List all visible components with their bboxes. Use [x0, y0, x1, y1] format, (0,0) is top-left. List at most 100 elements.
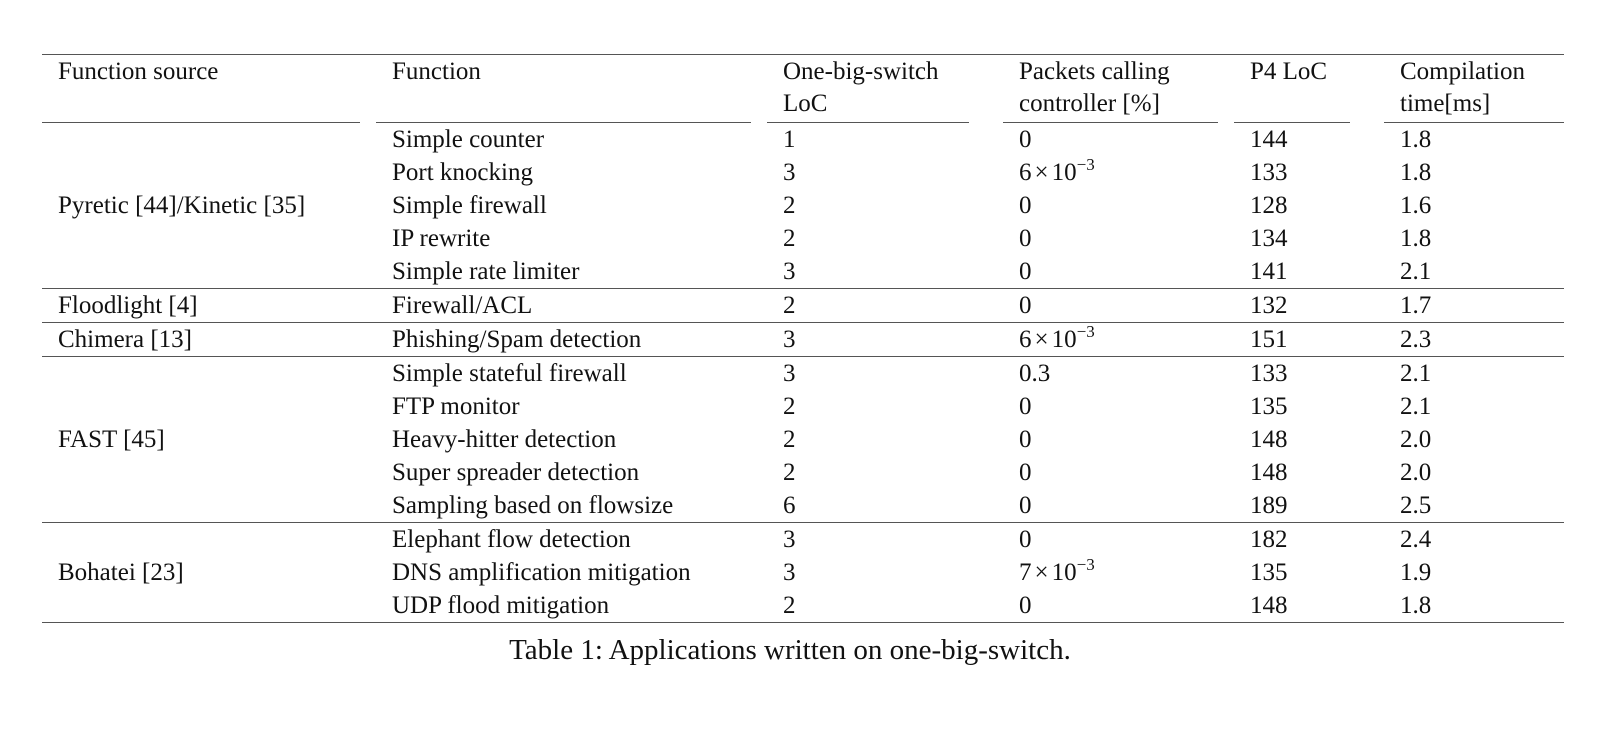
table-group: Pyretic [44]/Kinetic [35] Simple counter 1… [42, 123, 1564, 289]
p4-loc-cell: 134 [1250, 225, 1288, 252]
function-cell: IP rewrite [392, 225, 491, 252]
table-row: Port knocking 3 6 × 10−3 133 1.8 [42, 156, 1564, 189]
header-compilation-time: Compilation time[ms] [1384, 55, 1564, 123]
function-source-cell: Bohatei [23] [58, 559, 184, 586]
header-line: controller [%] [1019, 90, 1160, 117]
p4-loc-cell: 133 [1250, 360, 1288, 387]
header-function: Function [376, 55, 767, 123]
pct-base: 10 [1051, 559, 1077, 586]
function-cell: UDP flood mitigation [392, 592, 610, 619]
pct-times: × [1034, 326, 1049, 353]
pct-base: 10 [1051, 159, 1077, 186]
table-row: Simple firewall 2 0 128 1.6 [42, 189, 1564, 222]
header-packets-controller: Packets calling controller [%] [1003, 55, 1234, 123]
pct-mantissa: 6 [1019, 326, 1032, 353]
compilation-time-cell: 1.7 [1400, 292, 1432, 319]
function-cell: DNS amplification mitigation [392, 559, 691, 586]
header-row: Function source Function One-big-switch LoC… [42, 55, 1564, 123]
header-line: Function source [58, 58, 219, 85]
p4-loc-cell: 135 [1250, 393, 1288, 420]
function-cell: Simple rate limiter [392, 258, 580, 285]
header-line: Compilation [1400, 58, 1525, 85]
header-function-source: Function source [42, 55, 376, 123]
function-cell: Simple stateful firewall [392, 360, 627, 387]
pct-mantissa: 6 [1019, 159, 1032, 186]
compilation-time-cell: 2.5 [1400, 492, 1432, 519]
header-line: P4 LoC [1250, 58, 1328, 85]
table-header: Function source Function One-big-switch LoC… [42, 54, 1564, 123]
obs-loc-cell: 2 [783, 592, 796, 619]
header-obs-loc: One-big-switch LoC [767, 55, 1003, 123]
table-row: Simple rate limiter 3 0 141 2.1 [42, 255, 1564, 289]
caption-text: Applications written on one-big-switch. [608, 634, 1071, 666]
function-cell: Heavy-hitter detection [392, 426, 617, 453]
pct-exponent: −3 [1076, 155, 1095, 174]
packets-controller-cell: 0 [1019, 258, 1032, 285]
p4-loc-cell: 148 [1250, 459, 1288, 486]
compilation-time-cell: 1.9 [1400, 559, 1432, 586]
table-row: Super spreader detection 2 0 148 2.0 [42, 456, 1564, 489]
compilation-time-cell: 2.0 [1400, 426, 1432, 453]
obs-loc-cell: 2 [783, 393, 796, 420]
packets-controller-cell: 7 × 10−3 [1003, 556, 1234, 589]
table-row: FTP monitor 2 0 135 2.1 [42, 390, 1564, 423]
compilation-time-cell: 1.8 [1400, 159, 1432, 186]
header-line: Function [392, 58, 481, 85]
function-cell: Sampling based on flowsize [392, 492, 674, 519]
compilation-time-cell: 2.1 [1400, 360, 1432, 387]
packets-controller-cell: 0 [1019, 192, 1032, 219]
obs-loc-cell: 2 [783, 192, 796, 219]
function-cell: Elephant flow detection [392, 526, 631, 553]
packets-controller-cell: 0 [1019, 526, 1032, 553]
p4-loc-cell: 133 [1250, 159, 1288, 186]
packets-controller-cell: 0 [1019, 459, 1032, 486]
table-row: Floodlight [4] Firewall/ACL 2 0 132 1.7 [42, 289, 1564, 323]
table-row: IP rewrite 2 0 134 1.8 [42, 222, 1564, 255]
header-line: LoC [783, 90, 828, 117]
table-caption: Table 1: Applications written on one-big… [0, 630, 1580, 670]
function-cell: Simple counter [392, 126, 545, 153]
table-group: Chimera [13] Phishing/Spam detection 3 6 × 10… [42, 323, 1564, 357]
header-p4-loc: P4 LoC [1234, 55, 1384, 123]
table-group: FAST [45] Simple stateful firewall 3 0.3 133… [42, 357, 1564, 523]
header-line: One-big-switch [783, 58, 939, 85]
obs-loc-cell: 2 [783, 459, 796, 486]
header-line: time[ms] [1400, 90, 1491, 117]
obs-loc-cell: 3 [783, 258, 796, 285]
pct-times: × [1034, 559, 1049, 586]
obs-loc-cell: 2 [783, 292, 796, 319]
function-source-cell: Chimera [13] [58, 326, 192, 353]
function-cell: Port knocking [392, 159, 533, 186]
table-group: Floodlight [4] Firewall/ACL 2 0 132 1.7 [42, 289, 1564, 323]
packets-controller-cell: 0 [1019, 426, 1032, 453]
packets-controller-cell: 0 [1019, 292, 1032, 319]
function-source-cell: Floodlight [4] [58, 292, 198, 319]
pct-mantissa: 7 [1019, 559, 1032, 586]
table-row: UDP flood mitigation 2 0 148 1.8 [42, 589, 1564, 623]
compilation-time-cell: 1.8 [1400, 592, 1432, 619]
compilation-time-cell: 2.4 [1400, 526, 1432, 553]
table-figure: Function source Function One-big-switch LoC… [42, 54, 1564, 623]
pct-times: × [1034, 159, 1049, 186]
function-cell: FTP monitor [392, 393, 520, 420]
p4-loc-cell: 132 [1250, 292, 1288, 319]
function-cell: Phishing/Spam detection [392, 326, 642, 353]
obs-loc-cell: 3 [783, 360, 796, 387]
packets-controller-cell: 0.3 [1019, 360, 1051, 387]
compilation-time-cell: 1.8 [1400, 126, 1432, 153]
pct-exponent: −3 [1076, 555, 1095, 574]
table-row: Bohatei [23] Elephant flow detection 3 0 182… [42, 523, 1564, 586]
packets-controller-cell: 0 [1019, 126, 1032, 153]
compilation-time-cell: 2.3 [1400, 326, 1432, 353]
table-row: DNS amplification mitigation 3 7 × 10−3 135 1.… [42, 556, 1564, 589]
p4-loc-cell: 141 [1250, 258, 1288, 285]
obs-loc-cell: 3 [783, 559, 796, 586]
obs-loc-cell: 2 [783, 225, 796, 252]
obs-loc-cell: 3 [783, 326, 796, 353]
p4-loc-cell: 135 [1250, 559, 1288, 586]
compilation-time-cell: 2.1 [1400, 258, 1432, 285]
packets-controller-cell: 0 [1019, 393, 1032, 420]
obs-loc-cell: 1 [783, 126, 796, 153]
applications-table: Function source Function One-big-switch LoC… [42, 54, 1564, 623]
p4-loc-cell: 189 [1250, 492, 1288, 519]
